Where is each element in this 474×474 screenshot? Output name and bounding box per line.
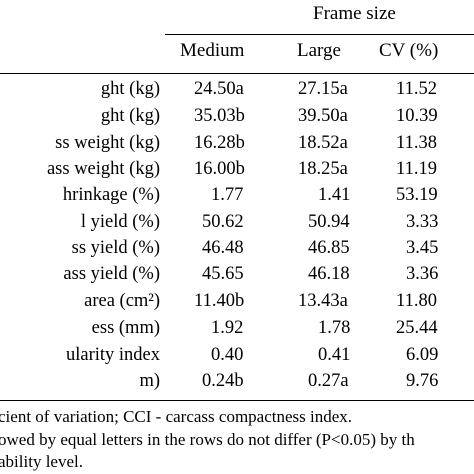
row-label: l yield (%) xyxy=(80,212,160,232)
cell-cv: 11.19 xyxy=(396,159,437,179)
column-header-cv: CV (%) xyxy=(379,40,439,61)
cell-cv: 11.38 xyxy=(396,133,437,153)
footnote-line-1: cient of variation; CCI - carcass compac… xyxy=(0,407,353,426)
cell-large: 18.25a xyxy=(298,159,348,179)
cell-large: 13.43a xyxy=(298,291,348,311)
cell-large: 18.52a xyxy=(298,133,348,153)
cell-medium: 0.40 xyxy=(211,345,244,365)
row-label: ss weight (kg) xyxy=(55,133,160,153)
row-label: ularity index xyxy=(65,345,160,365)
cell-medium: 46.48 xyxy=(202,238,244,258)
group-header-frame-size: Frame size xyxy=(313,3,396,24)
row-label: ght (kg) xyxy=(100,79,160,99)
row-label: area (cm²) xyxy=(84,291,160,311)
cell-medium: 1.77 xyxy=(211,185,244,205)
cell-medium: 11.40b xyxy=(194,291,245,311)
cell-cv: 25.44 xyxy=(396,318,438,338)
row-label: ess (mm) xyxy=(91,318,160,338)
column-header-large: Large xyxy=(297,40,341,61)
footnote-line-2: owed by equal letters in the rows do not… xyxy=(0,430,415,449)
cell-cv: 9.76 xyxy=(406,371,439,391)
footnote-line-3: ability level. xyxy=(0,452,83,471)
row-label: ass weight (kg) xyxy=(46,159,160,179)
table-bottom-rule xyxy=(0,400,474,401)
cell-medium: 50.62 xyxy=(202,212,244,232)
cell-large: 46.18 xyxy=(308,264,350,284)
cell-large: 1.41 xyxy=(318,185,351,205)
group-header-rule xyxy=(165,34,474,35)
cell-medium: 16.28b xyxy=(194,133,245,153)
cell-large: 39.50a xyxy=(298,106,348,126)
row-label: m) xyxy=(139,371,160,391)
cell-medium: 16.00b xyxy=(194,159,245,179)
cell-cv: 3.45 xyxy=(406,238,439,258)
cell-cv: 11.80 xyxy=(396,291,437,311)
cell-large: 0.41 xyxy=(318,345,351,365)
cell-medium: 0.24b xyxy=(202,371,244,391)
column-header-medium: Medium xyxy=(180,40,245,61)
cell-large: 46.85 xyxy=(308,238,350,258)
cell-large: 27.15a xyxy=(298,79,348,99)
header-bottom-rule xyxy=(0,73,474,74)
row-label: ght (kg) xyxy=(100,106,160,126)
cell-cv: 53.19 xyxy=(396,185,438,205)
row-label: ss yield (%) xyxy=(71,238,160,258)
cell-medium: 45.65 xyxy=(202,264,244,284)
cell-cv: 3.33 xyxy=(406,212,439,232)
cell-cv: 6.09 xyxy=(406,345,439,365)
cell-medium: 35.03b xyxy=(194,106,245,126)
cell-large: 50.94 xyxy=(308,212,350,232)
row-label: ass yield (%) xyxy=(63,264,160,284)
cell-cv: 11.52 xyxy=(396,79,437,99)
row-label: hrinkage (%) xyxy=(62,185,160,205)
cell-cv: 10.39 xyxy=(396,106,438,126)
cell-medium: 24.50a xyxy=(194,79,244,99)
cell-large: 0.27a xyxy=(308,371,349,391)
cell-cv: 3.36 xyxy=(406,264,439,284)
cell-large: 1.78 xyxy=(318,318,351,338)
cell-medium: 1.92 xyxy=(211,318,244,338)
